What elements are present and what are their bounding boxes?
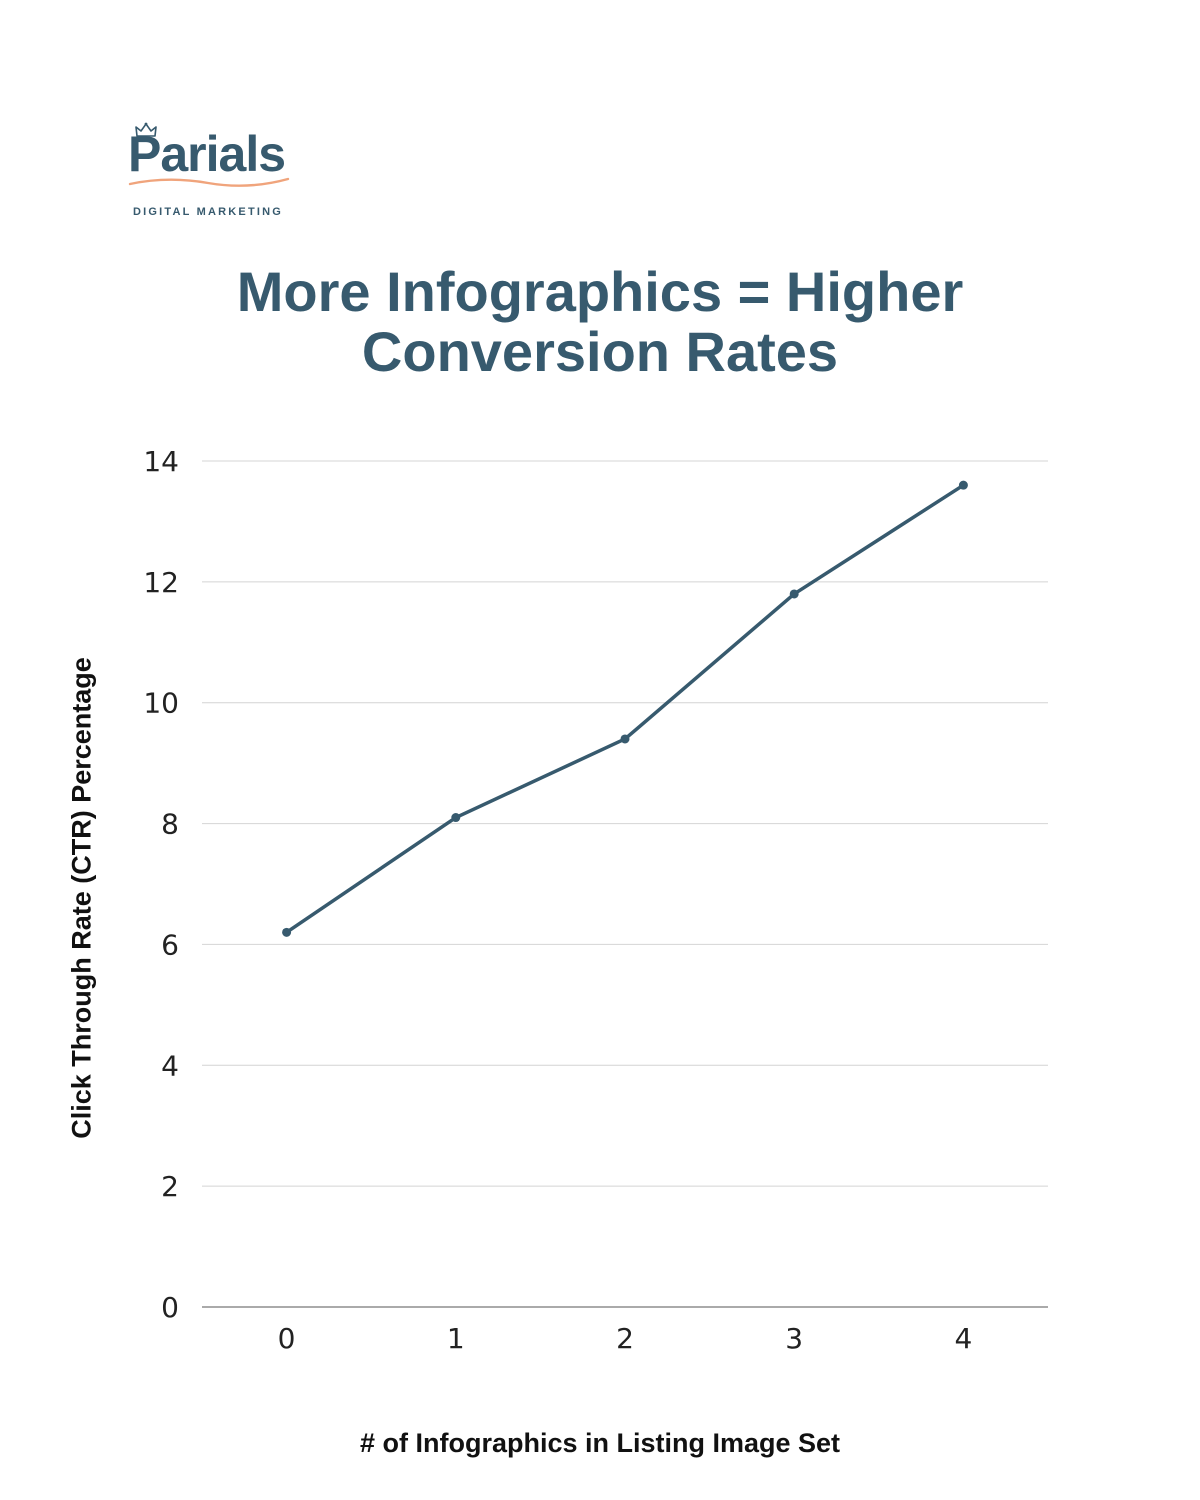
brand-name: Parials bbox=[128, 126, 286, 182]
y-tick-label: 14 bbox=[143, 445, 179, 478]
chart-title-line-2: Conversion Rates bbox=[361, 320, 839, 383]
y-tick-label: 12 bbox=[143, 566, 179, 599]
y-tick-label: 6 bbox=[161, 928, 179, 961]
x-tick-label: 2 bbox=[616, 1322, 634, 1355]
x-tick-label: 4 bbox=[954, 1322, 972, 1355]
brand-logo: Parials DIGITAL MARKETING bbox=[128, 122, 298, 222]
chart-title-line-1: More Infographics = Higher bbox=[236, 260, 964, 323]
x-tick-label: 3 bbox=[785, 1322, 803, 1355]
swoosh-icon bbox=[128, 177, 290, 187]
y-axis-label: Click Through Rate (CTR) Percentage bbox=[66, 657, 97, 1139]
y-tick-label: 2 bbox=[161, 1170, 179, 1203]
x-tick-label: 0 bbox=[278, 1322, 296, 1355]
data-point bbox=[451, 813, 461, 823]
series-line bbox=[284, 483, 966, 935]
crown-icon bbox=[135, 122, 157, 137]
data-point bbox=[620, 734, 630, 744]
y-tick-label: 0 bbox=[161, 1291, 179, 1324]
data-point bbox=[282, 927, 292, 937]
x-axis-label: # of Infographics in Listing Image Set bbox=[359, 1428, 841, 1458]
y-tick-label: 10 bbox=[143, 687, 179, 720]
y-tick-label: 4 bbox=[161, 1049, 179, 1082]
y-tick-label: 8 bbox=[161, 808, 179, 841]
data-point bbox=[789, 589, 799, 599]
x-tick-label: 1 bbox=[447, 1322, 465, 1355]
data-point bbox=[958, 480, 968, 490]
chart-title: More Infographics = Higher Conversion Ra… bbox=[0, 262, 1200, 382]
brand-tagline: DIGITAL MARKETING bbox=[133, 206, 284, 218]
